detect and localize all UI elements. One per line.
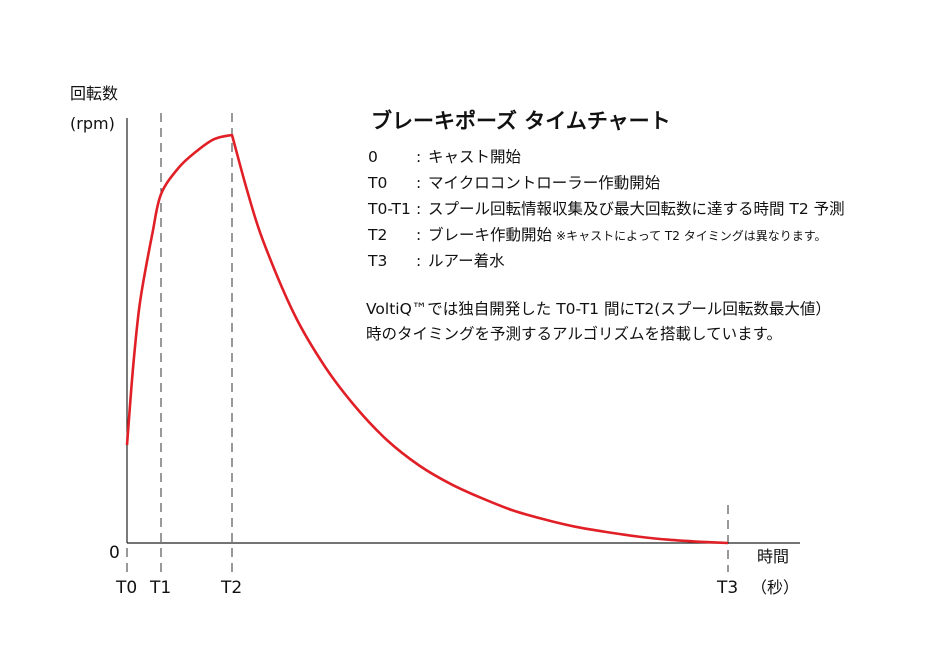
- x-axis-label: 時間: [757, 547, 790, 566]
- legend-text: ルアー着水: [428, 252, 505, 270]
- legend-key: 0: [368, 148, 378, 166]
- marker-label-t2: T2: [221, 578, 243, 598]
- chart-title: ブレーキポーズ タイムチャート: [371, 109, 671, 133]
- description-line: 時のタイミングを予測するアルゴリズムを搭載しています。: [366, 325, 783, 343]
- legend-note: ※キャストによって T2 タイミングは異なります。: [556, 229, 827, 243]
- legend-key: T3: [368, 252, 388, 270]
- marker-label-t3: T3: [717, 578, 739, 598]
- legend-item: T3: ルアー着水: [368, 252, 505, 270]
- legend-key: T0: [368, 174, 388, 192]
- x-axis-unit: （秒）: [751, 578, 800, 597]
- legend-text: マイクロコントローラー作動開始: [428, 174, 661, 192]
- marker-label-t1: T1: [150, 578, 172, 598]
- legend-text: キャスト開始: [428, 148, 522, 166]
- origin-label: 0: [109, 543, 120, 563]
- legend-item: T0: マイクロコントローラー作動開始: [368, 174, 661, 192]
- legend-key: T0-T1: [368, 200, 411, 218]
- legend-item: T0-T1: スプール回転情報収集及び最大回転数に達する時間 T2 予測: [368, 200, 845, 218]
- y-axis-unit: (rpm): [70, 114, 115, 133]
- legend-key: T2: [368, 226, 388, 244]
- y-axis-label: 回転数: [70, 84, 119, 103]
- legend-item: 0: キャスト開始: [368, 148, 522, 166]
- marker-label-t0: T0: [116, 578, 138, 598]
- legend-text: ブレーキ作動開始: [428, 226, 553, 244]
- legend-item: T2: ブレーキ作動開始 ※キャストによって T2 タイミングは異なります。: [368, 226, 827, 244]
- description-line: VoltiQ™では独自開発した T0-T1 間にT2(スプール回転数最大値）: [366, 300, 831, 318]
- legend-text: スプール回転情報収集及び最大回転数に達する時間 T2 予測: [428, 200, 845, 218]
- rpm-curve: [125, 133, 729, 545]
